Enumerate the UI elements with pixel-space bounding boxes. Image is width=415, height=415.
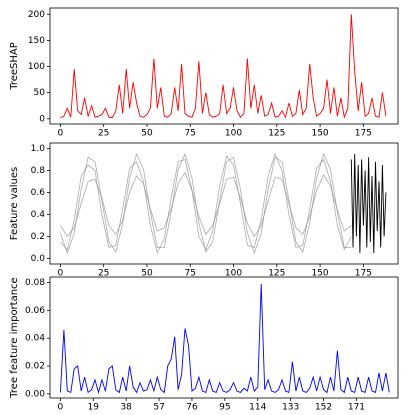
data-line (350, 153, 387, 254)
y-tick-label: 0.08 (25, 278, 45, 288)
x-tick-label: 150 (311, 129, 328, 139)
y-tick-label: 0.0 (31, 254, 46, 264)
x-tick-label: 25 (98, 269, 109, 279)
y-tick-label: 0.2 (31, 232, 45, 242)
data-line (60, 14, 387, 119)
x-tick-label: 125 (268, 269, 285, 279)
x-tick-label: 57 (153, 403, 164, 413)
plot-frame (49, 142, 399, 265)
x-tick-label: 75 (185, 269, 196, 279)
y-tick-label: 0.00 (25, 389, 45, 399)
x-tick-label: 50 (141, 269, 153, 279)
x-tick-label: 0 (58, 269, 64, 279)
x-tick-label: 150 (311, 269, 328, 279)
x-tick-label: 133 (282, 403, 299, 413)
y-tick-label: 0.02 (25, 362, 45, 372)
y-tick-label: 0 (39, 114, 45, 124)
y-tick-label: 0.6 (31, 188, 46, 198)
y-tick-label: 1.0 (31, 144, 46, 154)
data-line (60, 171, 352, 238)
y-tick-label: 200 (28, 10, 45, 20)
y-axis-label: TreeSHAP (9, 42, 20, 91)
y-tick-label: 50 (34, 88, 46, 98)
y-tick-label: 100 (28, 62, 45, 72)
y-tick-label: 0.4 (31, 210, 46, 220)
y-tick-label: 0.8 (31, 166, 46, 176)
plot-frame (49, 276, 399, 399)
x-tick-label: 95 (219, 403, 230, 413)
x-tick-label: 50 (141, 129, 153, 139)
y-tick-label: 0.04 (25, 334, 45, 344)
data-line (60, 152, 352, 255)
data-line (60, 152, 352, 255)
x-tick-label: 152 (315, 403, 332, 413)
x-tick-label: 175 (355, 129, 372, 139)
x-tick-label: 175 (355, 269, 372, 279)
y-axis-label: Feature values (9, 167, 20, 241)
y-tick-label: 150 (28, 36, 45, 46)
x-tick-label: 100 (225, 269, 242, 279)
x-tick-label: 76 (186, 403, 198, 413)
x-tick-label: 125 (268, 129, 285, 139)
x-tick-label: 75 (185, 129, 196, 139)
x-tick-label: 0 (58, 129, 64, 139)
x-tick-label: 0 (58, 403, 64, 413)
x-tick-label: 19 (88, 403, 100, 413)
y-axis-label: Tree feature importance (9, 277, 20, 398)
x-tick-label: 114 (249, 403, 266, 413)
x-tick-label: 38 (120, 403, 132, 413)
data-line (59, 283, 390, 395)
y-tick-label: 0.06 (25, 306, 45, 316)
x-tick-label: 100 (225, 129, 242, 139)
x-tick-label: 25 (98, 129, 109, 139)
x-tick-label: 171 (348, 403, 365, 413)
plot-frame (49, 7, 399, 125)
